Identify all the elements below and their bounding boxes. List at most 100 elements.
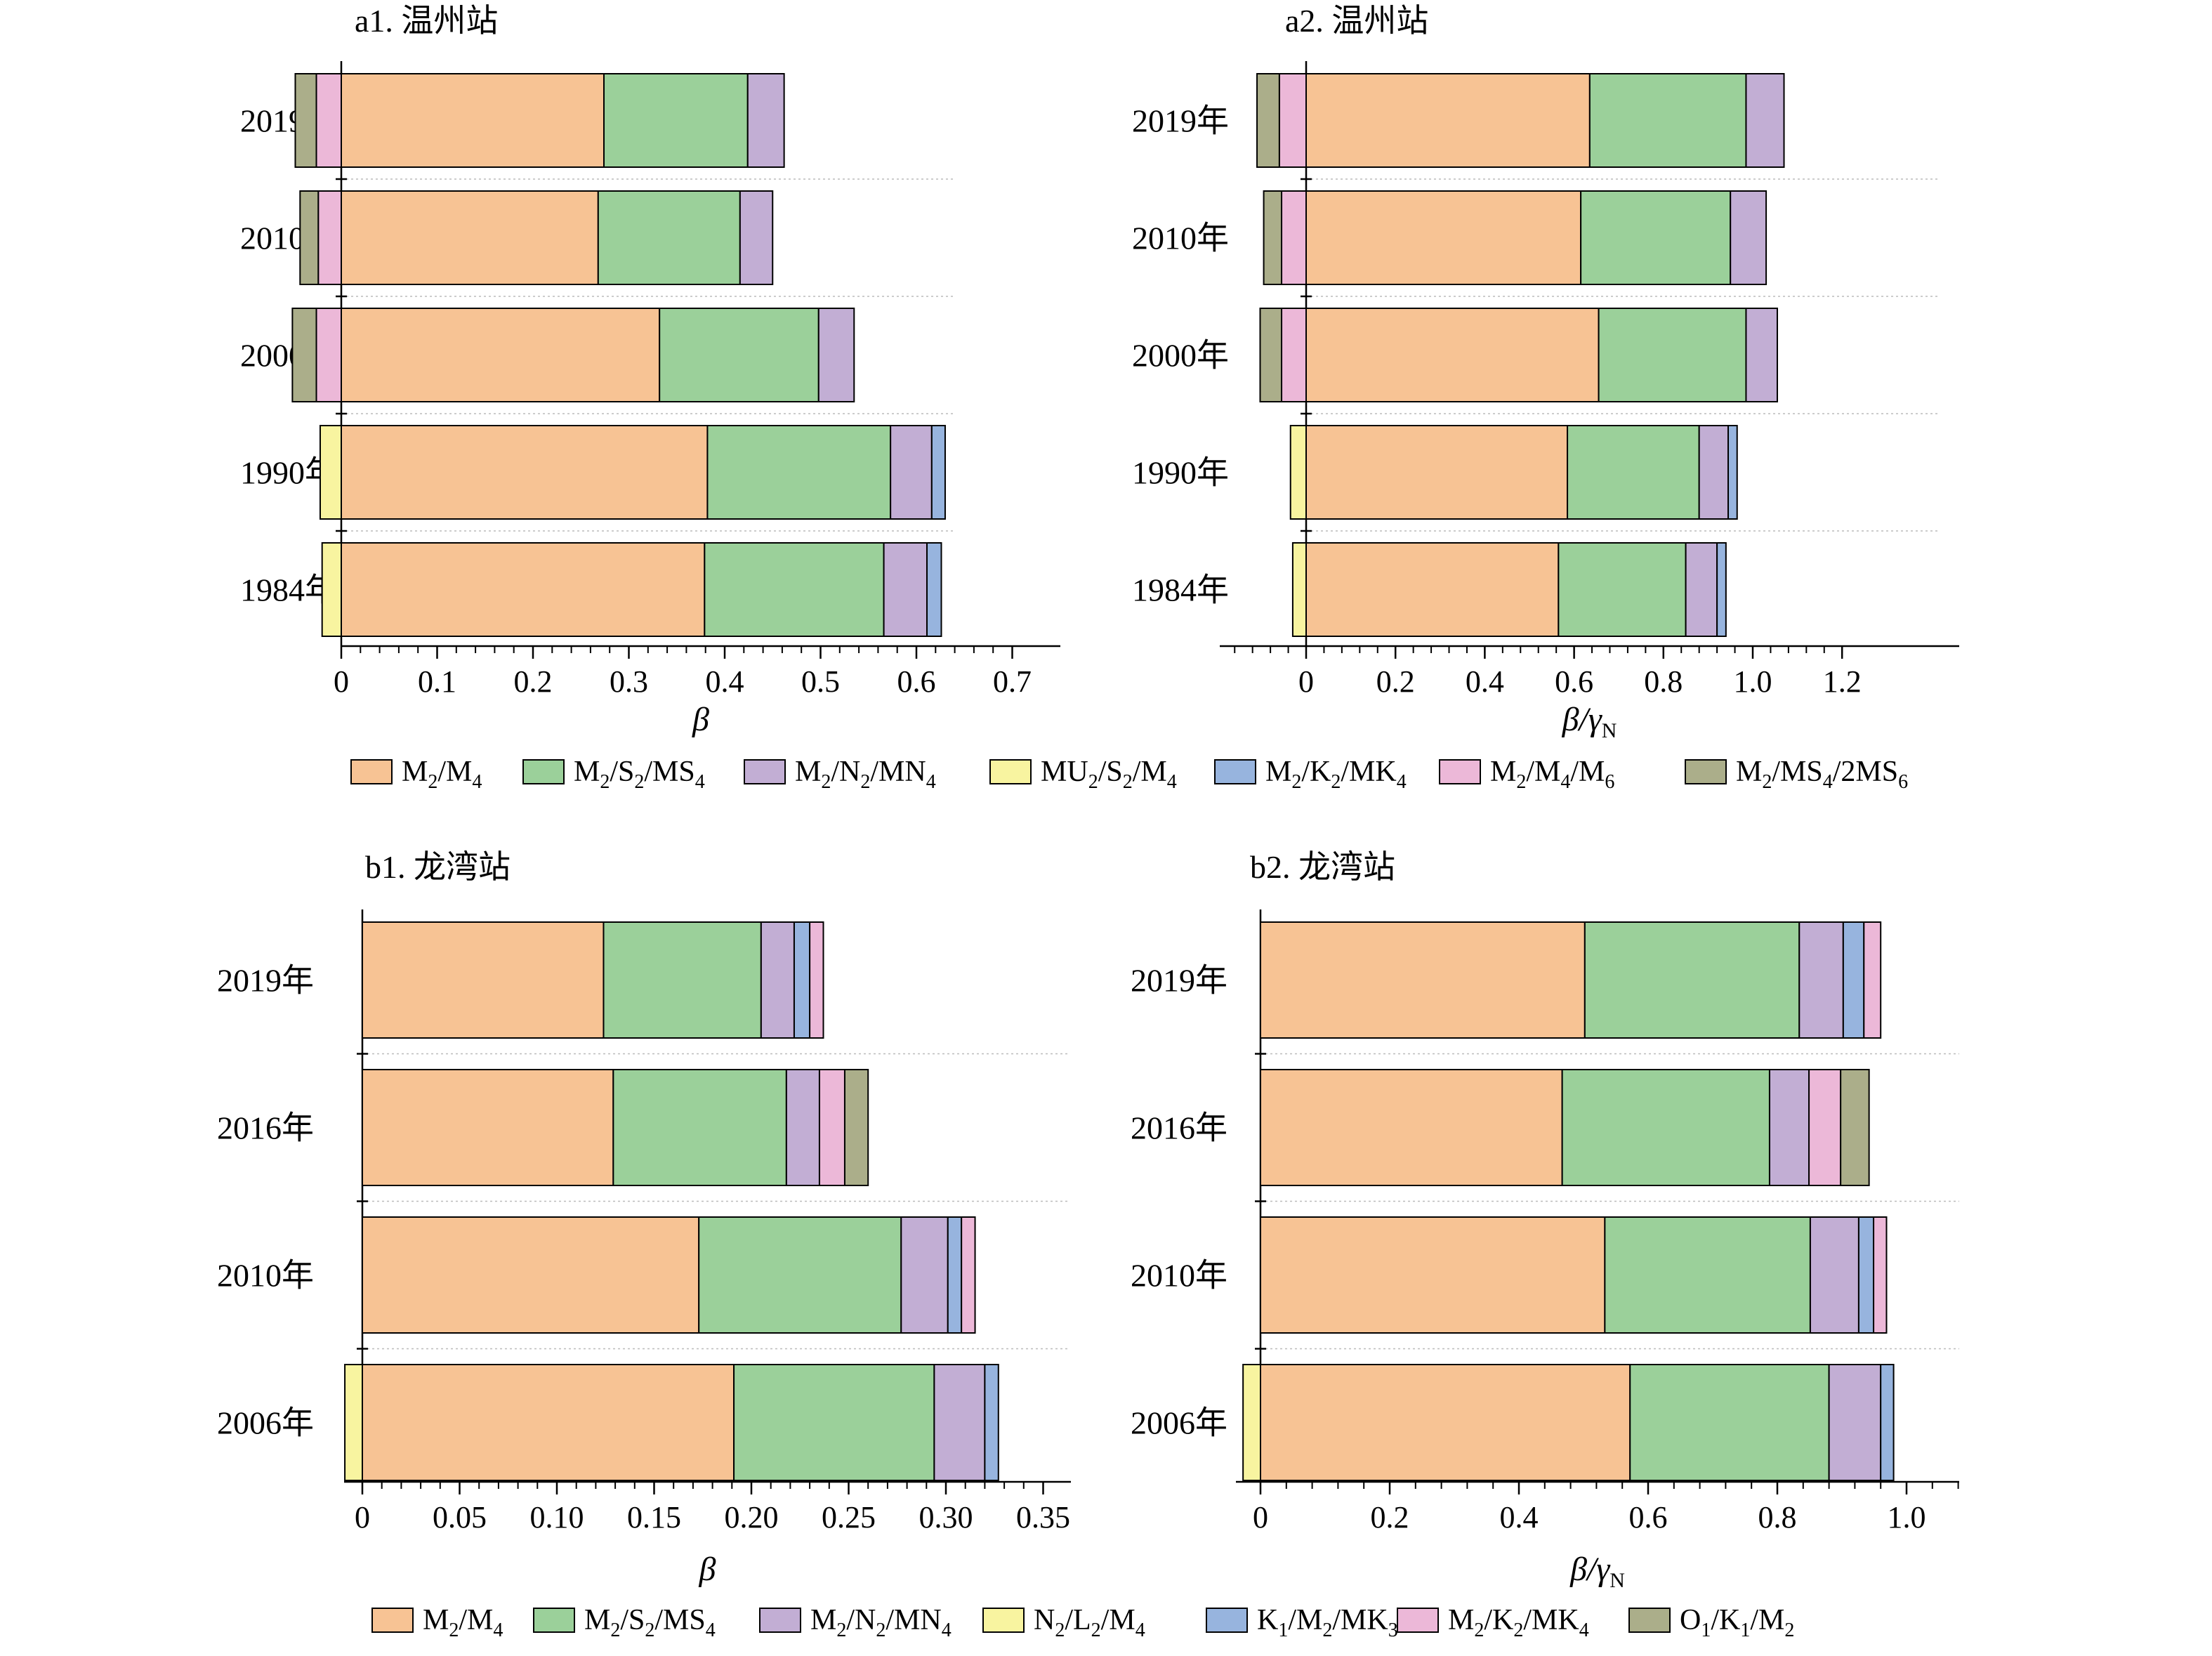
legend-swatch	[1628, 1608, 1671, 1633]
legend-swatch	[1439, 759, 1481, 784]
bar-segment-m2-ms4-2ms6	[291, 308, 317, 402]
legend-item: M2/M4	[371, 1604, 503, 1641]
category-label: 2019年	[1132, 103, 1229, 139]
tick-label: 0.2	[1376, 664, 1415, 699]
bar-segment-m2-n2-mn4	[1698, 425, 1730, 520]
bar-segment-m2-n2-mn4	[746, 73, 785, 168]
bar-segment-m2-m4-m6	[1278, 73, 1307, 168]
bar-segment-mu2-s2-m4	[1289, 425, 1307, 520]
tick-label: 1.2	[1823, 664, 1862, 699]
legend-swatch	[1685, 759, 1727, 784]
bar-segment-m2-m4	[1305, 425, 1569, 520]
tick-label: 0.8	[1758, 1500, 1797, 1535]
tick-label: 0.4	[1466, 664, 1504, 699]
tick-label: 0.30	[919, 1500, 973, 1535]
bar-segment-m2-s2-ms4	[1598, 308, 1747, 402]
tick-label: 0.1	[418, 664, 456, 699]
legend-item: M2/K2/MK4	[1214, 756, 1407, 793]
tick-label: 0.05	[433, 1500, 487, 1535]
legend-swatch	[982, 1608, 1025, 1633]
bar-segment-m2-s2-ms4	[733, 1364, 935, 1481]
bar-segment-m2-m4	[362, 921, 605, 1039]
bar-segment-m2-m4	[1260, 1364, 1631, 1481]
bar-segment-m2-m4	[1305, 190, 1582, 285]
bar-segment-m2-m4-m6	[315, 73, 343, 168]
legend-item: M2/S2/MS4	[533, 1604, 716, 1641]
bar-segment-m2-m4-m6	[1281, 308, 1308, 402]
legend-item: M2/M4	[350, 756, 482, 793]
chart-b2: b2. 龙湾站 2019年 2016年 2010年 2006年 0 0.2 0.4 0.6 0.8…	[1131, 849, 1959, 1592]
chart-title: b1. 龙湾站	[365, 849, 511, 885]
bar-segment-o1-k1-m2	[843, 1069, 869, 1186]
legend-item: M2/M4/M6	[1439, 756, 1614, 793]
bar-segment-m2-s2-ms4	[706, 425, 892, 520]
x-axis-label: β	[699, 1551, 716, 1588]
bar-segment-m2-m4	[362, 1364, 735, 1481]
legend-label: M2/K2/MK4	[1265, 756, 1407, 793]
bar-segment-m2-m4	[341, 308, 661, 402]
bar-segment-m2-s2-ms4	[659, 308, 819, 402]
legend-label: M2/S2/MS4	[584, 1604, 716, 1641]
bar-segment-m2-k2-mk4	[1808, 1069, 1842, 1186]
tick-label: 1.0	[1734, 664, 1772, 699]
chart-title: b2. 龙湾站	[1250, 849, 1395, 885]
bar-segment-mu2-s2-m4	[319, 425, 343, 520]
legend-label: M2/M4/M6	[1490, 756, 1614, 793]
bar-segment-k1-m2-mk3	[1857, 1216, 1875, 1334]
bar-segment-m2-k2-mk4	[930, 425, 946, 520]
legend-item: M2/MS4/2MS6	[1685, 756, 1908, 793]
bar-segment-m2-n2-mn4	[1745, 73, 1785, 168]
category-label: 2010年	[1132, 221, 1229, 256]
legend-label: M2/N2/MN4	[795, 756, 936, 793]
bar-segment-m2-m4	[341, 425, 709, 520]
bar-segment-m2-s2-ms4	[704, 542, 885, 637]
legend-label: K1/M2/MK3	[1257, 1604, 1398, 1641]
tick-label: 0	[1298, 664, 1314, 699]
legend-label: M2/M4	[402, 756, 482, 793]
chart-title: a2. 温州站	[1285, 3, 1428, 39]
category-label: 2006年	[1131, 1405, 1227, 1441]
bar-segment-m2-m4	[341, 542, 706, 637]
category-label: 2016年	[1131, 1110, 1227, 1146]
tick-label: 0.20	[725, 1500, 779, 1535]
bar-segment-m2-k2-mk4	[961, 1216, 976, 1334]
tick-label: 0.6	[1555, 664, 1593, 699]
chart-title: a1. 温州站	[355, 3, 498, 39]
legend-item: M2/N2/MN4	[759, 1604, 952, 1641]
bar-segment-k1-m2-mk3	[1880, 1364, 1895, 1481]
tick-label: 0.3	[610, 664, 648, 699]
bar-segment-m2-s2-ms4	[1629, 1364, 1830, 1481]
bar-segment-m2-k2-mk4	[1873, 1216, 1888, 1334]
legend-item: O1/K1/M2	[1628, 1604, 1794, 1641]
bar-segment-m2-n2-mn4	[739, 190, 774, 285]
bar-segment-m2-n2-mn4	[890, 425, 933, 520]
bar-segment-m2-m4	[341, 190, 599, 285]
bar-segment-m2-n2-mn4	[760, 921, 795, 1039]
tick-label: 0.6	[1629, 1500, 1668, 1535]
bar-segment-m2-ms4-2ms6	[1259, 308, 1283, 402]
tick-label: 0	[355, 1500, 370, 1535]
bar-segment-m2-m4	[362, 1216, 700, 1334]
bar-segment-m2-m4	[341, 73, 605, 168]
bar-segment-mu2-s2-m4	[1291, 542, 1308, 637]
category-label: 2019年	[217, 963, 314, 999]
tick-label: 0.35	[1016, 1500, 1070, 1535]
category-label: 2016年	[217, 1110, 314, 1146]
tick-label: 0.25	[822, 1500, 876, 1535]
bar-segment-m2-n2-mn4	[1828, 1364, 1882, 1481]
bar-segment-m2-m4	[1305, 73, 1591, 168]
tick-label: 0.7	[993, 664, 1032, 699]
legend-swatch	[989, 759, 1032, 784]
legend-label: O1/K1/M2	[1680, 1604, 1794, 1641]
legend-swatch	[1214, 759, 1256, 784]
bar-segment-k1-m2-mk3	[984, 1364, 999, 1481]
legend-swatch	[522, 759, 565, 784]
category-label: 1984年	[240, 572, 337, 608]
x-axis-label: β/γN	[1562, 701, 1617, 742]
legend-bottom: M2/M4 M2/S2/MS4 M2/N2/MN4 N2/L2/M4 K1/M2/MK3…	[371, 1604, 1794, 1641]
bar-segment-m2-n2-mn4	[1798, 921, 1844, 1039]
bar-segment-m2-n2-mn4	[900, 1216, 949, 1334]
legend-item: MU2/S2/M4	[989, 756, 1177, 793]
bar-segment-m2-n2-mn4	[785, 1069, 820, 1186]
bar-segment-m2-n2-mn4	[883, 542, 928, 637]
